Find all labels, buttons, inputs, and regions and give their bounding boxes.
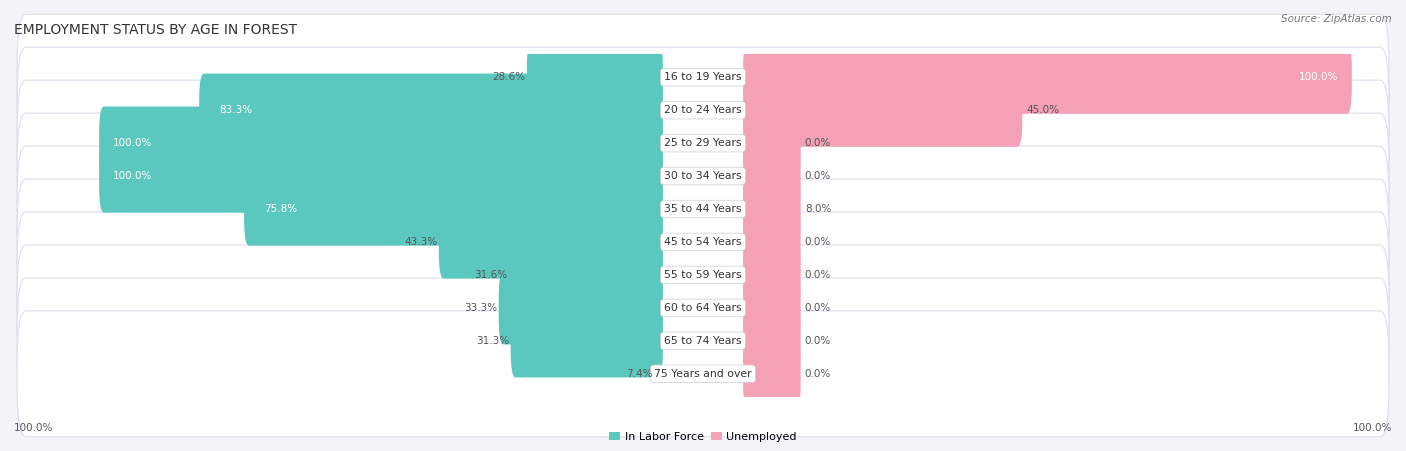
FancyBboxPatch shape	[439, 205, 662, 279]
Text: 43.3%: 43.3%	[405, 237, 437, 247]
Text: 100.0%: 100.0%	[1299, 72, 1339, 82]
Text: 0.0%: 0.0%	[804, 171, 831, 181]
Text: 0.0%: 0.0%	[804, 138, 831, 148]
Text: 0.0%: 0.0%	[804, 369, 831, 379]
Text: 30 to 34 Years: 30 to 34 Years	[664, 171, 742, 181]
FancyBboxPatch shape	[509, 238, 662, 312]
Text: 100.0%: 100.0%	[14, 423, 53, 433]
Text: EMPLOYMENT STATUS BY AGE IN FOREST: EMPLOYMENT STATUS BY AGE IN FOREST	[14, 23, 297, 37]
FancyBboxPatch shape	[499, 272, 662, 345]
FancyBboxPatch shape	[17, 80, 1389, 206]
FancyBboxPatch shape	[17, 14, 1389, 140]
Text: 31.3%: 31.3%	[477, 336, 509, 346]
FancyBboxPatch shape	[744, 139, 800, 212]
Text: 75 Years and over: 75 Years and over	[654, 369, 752, 379]
Text: 100.0%: 100.0%	[1353, 423, 1392, 433]
FancyBboxPatch shape	[17, 245, 1389, 371]
Text: 25 to 29 Years: 25 to 29 Years	[664, 138, 742, 148]
FancyBboxPatch shape	[17, 212, 1389, 338]
FancyBboxPatch shape	[245, 172, 662, 246]
FancyBboxPatch shape	[744, 238, 800, 312]
Text: 35 to 44 Years: 35 to 44 Years	[664, 204, 742, 214]
FancyBboxPatch shape	[100, 139, 662, 212]
FancyBboxPatch shape	[17, 146, 1389, 272]
Text: 0.0%: 0.0%	[804, 336, 831, 346]
Text: 31.6%: 31.6%	[475, 270, 508, 280]
Text: 60 to 64 Years: 60 to 64 Years	[664, 303, 742, 313]
FancyBboxPatch shape	[527, 41, 662, 114]
FancyBboxPatch shape	[17, 278, 1389, 404]
Text: 0.0%: 0.0%	[804, 303, 831, 313]
Text: 8.0%: 8.0%	[804, 204, 831, 214]
Text: 75.8%: 75.8%	[264, 204, 297, 214]
Text: 45.0%: 45.0%	[1026, 105, 1060, 115]
FancyBboxPatch shape	[744, 172, 800, 246]
FancyBboxPatch shape	[744, 74, 1022, 147]
Text: 100.0%: 100.0%	[112, 138, 152, 148]
Text: 16 to 19 Years: 16 to 19 Years	[664, 72, 742, 82]
Text: 100.0%: 100.0%	[112, 171, 152, 181]
FancyBboxPatch shape	[17, 47, 1389, 173]
Text: 33.3%: 33.3%	[464, 303, 498, 313]
FancyBboxPatch shape	[744, 272, 800, 345]
Text: 20 to 24 Years: 20 to 24 Years	[664, 105, 742, 115]
FancyBboxPatch shape	[510, 304, 662, 377]
FancyBboxPatch shape	[744, 304, 800, 377]
Text: 0.0%: 0.0%	[804, 237, 831, 247]
FancyBboxPatch shape	[744, 41, 1351, 114]
Text: 83.3%: 83.3%	[219, 105, 252, 115]
FancyBboxPatch shape	[744, 106, 800, 179]
Text: 28.6%: 28.6%	[492, 72, 526, 82]
FancyBboxPatch shape	[744, 205, 800, 279]
Legend: In Labor Force, Unemployed: In Labor Force, Unemployed	[605, 427, 801, 446]
Text: Source: ZipAtlas.com: Source: ZipAtlas.com	[1281, 14, 1392, 23]
Text: 0.0%: 0.0%	[804, 270, 831, 280]
FancyBboxPatch shape	[200, 74, 662, 147]
Text: 7.4%: 7.4%	[626, 369, 652, 379]
FancyBboxPatch shape	[17, 179, 1389, 305]
FancyBboxPatch shape	[17, 113, 1389, 239]
Text: 45 to 54 Years: 45 to 54 Years	[664, 237, 742, 247]
FancyBboxPatch shape	[17, 311, 1389, 437]
Text: 55 to 59 Years: 55 to 59 Years	[664, 270, 742, 280]
Text: 65 to 74 Years: 65 to 74 Years	[664, 336, 742, 346]
FancyBboxPatch shape	[744, 337, 800, 410]
FancyBboxPatch shape	[100, 106, 662, 179]
